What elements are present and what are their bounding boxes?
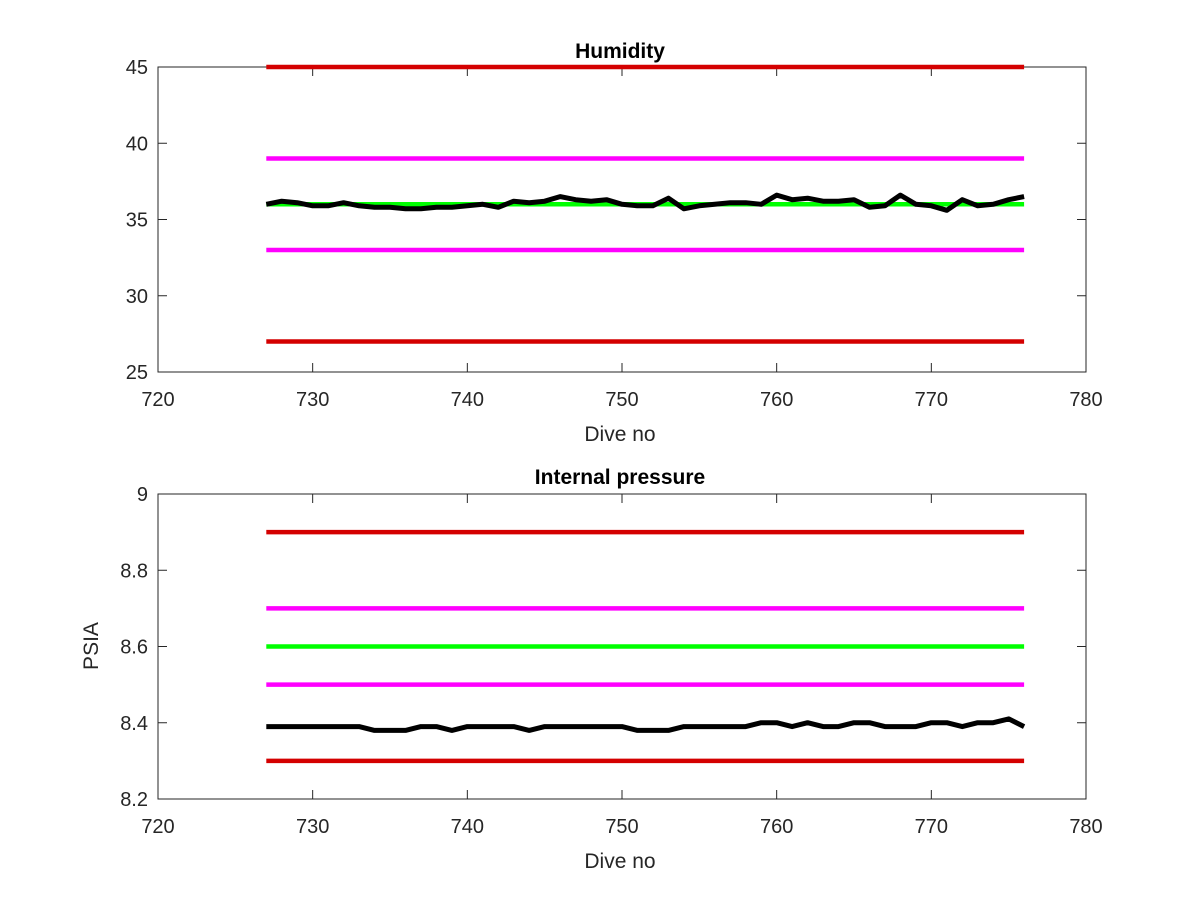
humidity-plot: Humidity 720 730 740 750 760 770 780 25 30 35 40 45…	[126, 40, 1103, 446]
y-tick-label: 35	[126, 210, 148, 232]
x-tick-label: 750	[605, 816, 638, 838]
x-tick-label: 780	[1069, 816, 1102, 838]
y-axis-label: PSIA	[80, 622, 103, 670]
chart-title: Humidity	[575, 40, 665, 63]
x-tick-label: 720	[141, 816, 174, 838]
axis-ticks: 720 730 740 750 760 770 780 8.2 8.4 8.6 8.8 9	[120, 484, 1103, 838]
y-tick-label: 9	[137, 484, 148, 506]
measured-series-line	[265, 192, 1025, 213]
internal-pressure-plot: Internal pressure 720 730 740 750 760 770 780 8…	[80, 466, 1103, 873]
data-series	[266, 529, 1026, 764]
y-tick-label: 25	[126, 362, 148, 384]
x-axis-label: Dive no	[584, 850, 655, 873]
x-axis-label: Dive no	[584, 423, 655, 446]
x-tick-label: 740	[451, 816, 484, 838]
x-tick-label: 730	[296, 389, 329, 411]
x-tick-label: 760	[760, 389, 793, 411]
y-tick-label: 40	[126, 133, 148, 155]
y-tick-label: 8.4	[120, 713, 148, 735]
x-tick-label: 770	[915, 389, 948, 411]
x-tick-label: 750	[605, 389, 638, 411]
axis-ticks: 720 730 740 750 760 770 780 25 30 35 40 45	[126, 57, 1103, 411]
measured-series-line	[266, 716, 1026, 733]
x-tick-label: 780	[1069, 389, 1102, 411]
x-tick-label: 720	[141, 389, 174, 411]
chart-title: Internal pressure	[535, 466, 705, 489]
y-tick-label: 8.6	[120, 637, 148, 659]
x-tick-label: 770	[915, 816, 948, 838]
x-tick-label: 740	[451, 389, 484, 411]
plot-area-frame	[157, 66, 1087, 373]
x-tick-label: 760	[760, 816, 793, 838]
data-series	[265, 64, 1025, 344]
x-tick-label: 730	[296, 816, 329, 838]
y-tick-label: 8.2	[120, 789, 148, 811]
y-tick-label: 8.8	[120, 560, 148, 582]
y-tick-label: 30	[126, 286, 148, 308]
y-tick-label: 45	[126, 57, 148, 79]
